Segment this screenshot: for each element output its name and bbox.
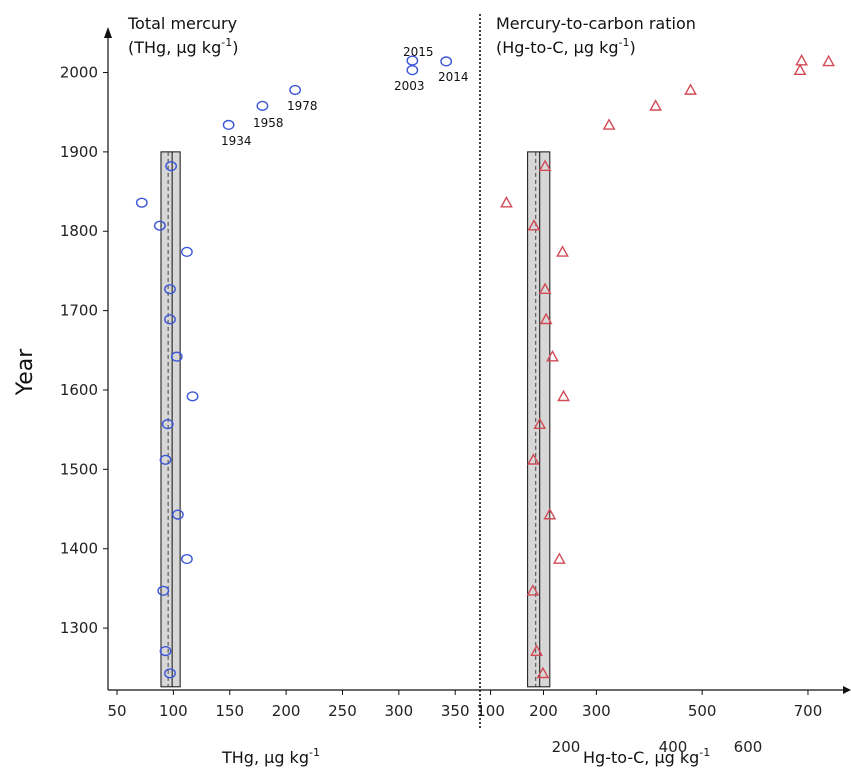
- y-tick-label-1300: 1300: [60, 619, 98, 637]
- panel1-x-tick-label-50: 50: [107, 702, 126, 720]
- panel2-title-sup: -1: [619, 36, 630, 49]
- thg-point-1243: [164, 668, 176, 679]
- hgc-point-1727: [538, 282, 552, 295]
- panel1-title-line2-text: (THg, µg kg: [128, 38, 221, 57]
- y-tick-label-1800: 1800: [60, 222, 98, 240]
- hgc-point-1512: [527, 453, 540, 465]
- hgc-point-1243: [536, 666, 550, 679]
- panel2-xlabel-text: Hg-to-C, µg kg: [583, 748, 699, 767]
- panel2-range-box: [527, 151, 551, 688]
- panel2-x-tick-label-100: 100: [476, 702, 505, 720]
- point-label-2015: 2015: [403, 45, 434, 59]
- hgc-point-1774: [556, 245, 569, 257]
- point-label-2003: 2003: [394, 79, 425, 93]
- panel2-x-tick-label-200: 200: [529, 702, 558, 720]
- thg-point-2003: [406, 65, 419, 76]
- reference-boxes: [160, 151, 551, 688]
- point-label-1934: 1934: [221, 134, 252, 148]
- thg-point-1689: [164, 314, 176, 325]
- thg-point-1271: [159, 646, 172, 657]
- panel2-title-line1: Mercury-to-carbon ration: [496, 14, 696, 33]
- hgc-point-1347: [526, 584, 540, 596]
- panel2-x-tick-label-500: 500: [688, 702, 717, 720]
- hgc-point-1934: [602, 118, 616, 130]
- thg-point-1387: [181, 553, 193, 565]
- thg-point-1727: [164, 284, 176, 295]
- panel2-x-axis-title: Hg-to-C, µg kg-1: [583, 746, 710, 767]
- hgc-point-1882: [538, 159, 552, 172]
- hgc-point-1836: [500, 196, 513, 208]
- hgc-point-1642: [546, 350, 559, 362]
- hgc-point-1978: [684, 83, 697, 95]
- thg-point-1557: [161, 419, 174, 430]
- thg-point-1807: [153, 220, 166, 231]
- thg-point-1592: [186, 391, 199, 402]
- y-tick-label-1700: 1700: [60, 302, 98, 320]
- hgc-point-1443: [543, 507, 557, 520]
- hgc-point-1557: [533, 417, 547, 429]
- panel2-x-tick-label-300: 300: [582, 702, 611, 720]
- panel1-x-tick-label-200: 200: [272, 702, 301, 720]
- panel1-title-close: ): [232, 38, 238, 57]
- thg-point-1642: [170, 351, 183, 362]
- panel2-x-tick-label-row2-400: 400: [659, 738, 688, 756]
- hgc-point-1807: [527, 219, 541, 231]
- panel1-title-sup: -1: [221, 36, 232, 49]
- panel1-x-tick-label-300: 300: [385, 702, 414, 720]
- panel2-title-line2-text: (Hg-to-C, µg kg: [496, 38, 619, 57]
- point-label-1978: 1978: [287, 99, 318, 113]
- hgc-point-1592: [557, 389, 570, 402]
- thg-point-1958: [256, 100, 269, 111]
- y-tick-label-1400: 1400: [60, 540, 98, 558]
- panel2-x-tick-label-row2-200: 200: [552, 738, 581, 756]
- hgc-point-2003: [793, 63, 807, 75]
- panel1-title-line2: (THg, µg kg-1): [128, 36, 238, 57]
- panel1-xlabel-text: THg, µg kg: [221, 748, 309, 767]
- hgc-point-1689: [539, 312, 553, 325]
- panel1-x-axis-title: THg, µg kg-1: [221, 746, 320, 767]
- panel2-title-close: ): [630, 38, 636, 57]
- thg-point-1347: [157, 585, 170, 596]
- x-axis-arrow: [843, 686, 851, 694]
- y-tick-label-1900: 1900: [60, 143, 98, 161]
- panel1-x-tick-label-350: 350: [441, 702, 470, 720]
- y-tick-label-2000: 2000: [60, 64, 98, 82]
- panel2-title-line2: (Hg-to-C, µg kg-1): [496, 36, 636, 57]
- panel2-x-tick-label-row2-600: 600: [734, 738, 763, 756]
- hgc-point-1271: [530, 644, 543, 656]
- point-label-1958: 1958: [253, 116, 284, 130]
- thg-point-1774: [181, 246, 193, 257]
- thg-point-2014: [440, 56, 453, 67]
- y-axis-arrow: [104, 27, 112, 38]
- y-tick-label-1600: 1600: [60, 381, 98, 399]
- thg-point-1836: [135, 197, 148, 208]
- y-tick-label-1500: 1500: [60, 460, 98, 478]
- thg-point-1512: [159, 454, 172, 465]
- panel1-range-box: [160, 151, 181, 688]
- hgc-point-2014: [822, 54, 835, 67]
- y-axis-ticks: 1300 1400 1500 1600 1700 1800 1900 2000: [60, 64, 108, 637]
- panel2-xlabel-sup: -1: [699, 746, 710, 759]
- y-axis-title: Year: [13, 348, 38, 397]
- panel1-xlabel-sup: -1: [309, 746, 320, 759]
- hgc-point-1958: [649, 99, 663, 111]
- point-label-2014: 2014: [438, 70, 469, 84]
- thg-point-1443: [171, 509, 184, 520]
- thg-point-1978: [289, 84, 302, 96]
- thg-point-2015: [406, 55, 419, 66]
- panel1-x-tick-label-250: 250: [328, 702, 357, 720]
- hgc-point-2015: [795, 53, 809, 66]
- thg-point-1934: [222, 119, 235, 130]
- panel1-x-tick-label-100: 100: [159, 702, 188, 720]
- hgc-point-1387: [552, 552, 566, 564]
- thg-point-1882: [165, 161, 178, 172]
- panel1-x-tick-label-150: 150: [215, 702, 244, 720]
- data-points: [135, 53, 835, 679]
- panel2-x-tick-label-700: 700: [794, 702, 823, 720]
- panel1-title-line1: Total mercury: [127, 14, 237, 33]
